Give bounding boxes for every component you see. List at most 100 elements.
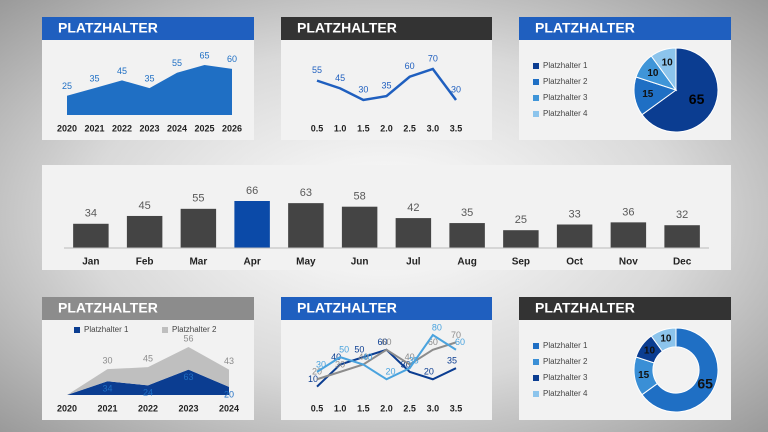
- panel-title: PLATZHALTER: [535, 300, 635, 316]
- data-label: 70: [451, 330, 461, 340]
- x-tick-label: 3.5: [450, 123, 463, 133]
- line: [316, 67, 458, 102]
- data-label: 60: [405, 61, 415, 71]
- legend-swatch: [533, 343, 539, 349]
- x-tick-label: 2.5: [403, 123, 416, 133]
- bar: [449, 223, 485, 248]
- legend-swatch: [533, 79, 539, 85]
- data-label: 50: [354, 345, 364, 355]
- data-label: 30: [401, 359, 411, 369]
- data-label: 58: [354, 191, 366, 203]
- area: [67, 369, 229, 395]
- data-label: 35: [144, 73, 154, 83]
- x-tick-label: 2.0: [380, 123, 393, 133]
- data-label: 70: [428, 53, 438, 63]
- data-label: 65: [199, 50, 209, 60]
- legend-label: Platzhalter 4: [543, 109, 588, 118]
- x-tick-label: 1.5: [357, 403, 370, 413]
- panel-title: PLATZHALTER: [297, 300, 397, 316]
- data-label: 42: [407, 202, 419, 214]
- data-label: 30: [102, 356, 112, 366]
- legend-label: Platzhalter 1: [543, 341, 588, 350]
- data-label: 34: [102, 384, 112, 394]
- x-tick-label: 2.0: [380, 403, 393, 413]
- x-tick-label: 2021: [97, 403, 117, 413]
- legend-swatch: [533, 95, 539, 101]
- x-tick-label: 2021: [84, 123, 104, 133]
- data-label: 43: [224, 356, 234, 366]
- data-label: 45: [335, 73, 345, 83]
- panel-header: [519, 17, 731, 40]
- data-label: 30: [316, 359, 326, 369]
- data-label: 30: [335, 359, 345, 369]
- bar: [556, 224, 593, 248]
- x-tick-label: 0.5: [311, 403, 324, 413]
- x-tick-label: Jul: [406, 257, 421, 268]
- x-tick-label: 3.0: [427, 403, 440, 413]
- x-tick-label: 2023: [178, 403, 198, 413]
- data-label: 60: [377, 337, 387, 347]
- legend-label: Platzhalter 3: [543, 93, 588, 102]
- data-label: 45: [143, 354, 153, 364]
- data-label: 60: [227, 54, 237, 64]
- legend-swatch: [74, 327, 80, 333]
- x-tick-label: 2023: [139, 123, 159, 133]
- x-tick-label: 2026: [222, 123, 242, 133]
- x-tick-label: Feb: [136, 257, 154, 268]
- legend-swatch: [533, 375, 539, 381]
- data-label: 25: [62, 81, 72, 91]
- x-tick-label: 2022: [112, 123, 132, 133]
- data-label: 30: [358, 84, 368, 94]
- data-label: 24: [143, 388, 153, 398]
- line: [316, 341, 457, 381]
- data-label: 63: [183, 372, 193, 382]
- data-label: 40: [358, 352, 368, 362]
- x-tick-label: 1.0: [334, 123, 347, 133]
- data-label: 35: [447, 356, 457, 366]
- data-label: 35: [381, 81, 391, 91]
- slice-label: 65: [697, 376, 713, 392]
- x-tick-label: Dec: [673, 257, 692, 268]
- slice: [650, 47, 677, 92]
- x-tick-label: 2024: [219, 403, 239, 413]
- data-label: 63: [300, 187, 312, 199]
- bar: [126, 215, 163, 248]
- legend-label: Platzhalter 2: [543, 357, 588, 366]
- x-tick-label: 2022: [138, 403, 158, 413]
- data-label: 60: [455, 337, 465, 347]
- line: [316, 333, 457, 381]
- legend-swatch: [162, 327, 168, 333]
- data-label: 20: [224, 389, 234, 399]
- bar: [610, 222, 647, 248]
- x-tick-label: Nov: [619, 257, 638, 268]
- data-label: 80: [432, 322, 442, 332]
- data-label: 30: [451, 84, 461, 94]
- data-label: 55: [312, 65, 322, 75]
- data-label: 66: [246, 185, 258, 197]
- panel-header: [42, 17, 254, 40]
- data-label: 32: [676, 209, 688, 221]
- x-tick-label: Mar: [189, 257, 207, 268]
- panel-title: PLATZHALTER: [297, 20, 397, 36]
- panel-header: [281, 297, 492, 320]
- data-label: 56: [183, 333, 193, 343]
- x-tick-label: 2024: [167, 123, 187, 133]
- x-tick-label: 2020: [57, 403, 77, 413]
- x-tick-label: Oct: [566, 257, 583, 268]
- x-tick-label: 3.0: [427, 123, 440, 133]
- panel-header: [42, 297, 254, 320]
- bar: [234, 201, 270, 248]
- data-label: 60: [428, 337, 438, 347]
- x-tick-label: Aug: [457, 257, 476, 268]
- data-label: 55: [172, 58, 182, 68]
- data-label: 33: [569, 208, 581, 220]
- x-tick-label: Sep: [512, 257, 530, 268]
- panel-title: PLATZHALTER: [535, 20, 635, 36]
- x-tick-label: 2025: [194, 123, 214, 133]
- legend-label: Platzhalter 1: [84, 325, 129, 334]
- data-label: 55: [192, 193, 204, 205]
- x-tick-label: 3.5: [450, 403, 463, 413]
- data-label: 25: [515, 214, 527, 226]
- data-label: 45: [139, 200, 151, 212]
- slice: [641, 327, 719, 413]
